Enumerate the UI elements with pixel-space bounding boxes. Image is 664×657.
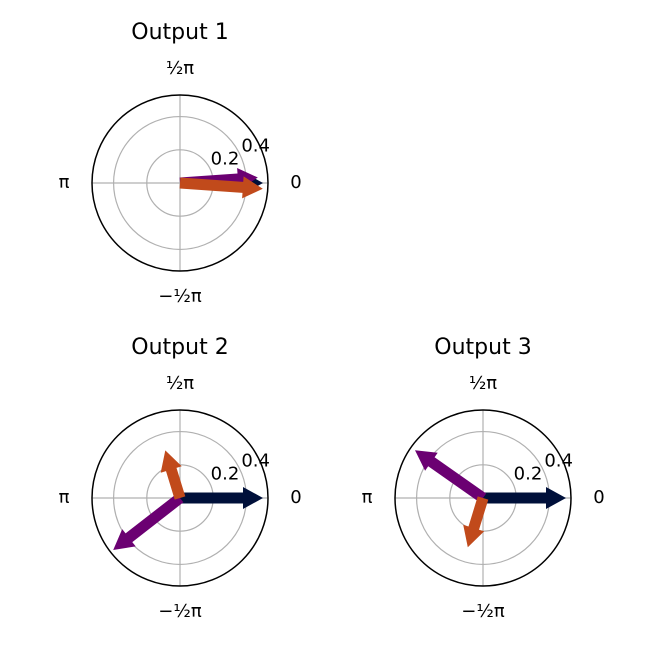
polar-plot: Output 1 0.20.4 0 ½π π −½π: [59, 20, 302, 307]
arrow: [483, 487, 566, 509]
theta-tick-label: −½π: [461, 601, 505, 622]
plot-title: Output 1: [131, 20, 228, 45]
arrow: [161, 450, 186, 499]
theta-tick-label: π: [59, 172, 70, 193]
arrow: [463, 496, 488, 547]
polar-plot: Output 3 0.20.4 0 ½π π −½π: [362, 335, 605, 622]
theta-tick-label: 0: [290, 487, 301, 508]
theta-tick-label: ½π: [469, 373, 497, 394]
theta-tick-label: −½π: [158, 286, 202, 307]
theta-tick-label: π: [59, 487, 70, 508]
r-tick-label: 0.4: [241, 451, 270, 472]
plot-title: Output 2: [131, 335, 228, 360]
r-tick-label: 0.2: [514, 463, 543, 484]
r-tick-label: 0.4: [241, 136, 270, 157]
r-tick-label: 0.2: [211, 148, 240, 169]
r-tick-label: 0.2: [211, 463, 240, 484]
theta-tick-label: ½π: [166, 58, 194, 79]
theta-tick-label: 0: [290, 172, 301, 193]
theta-tick-label: ½π: [166, 373, 194, 394]
theta-tick-label: −½π: [158, 601, 202, 622]
arrow: [180, 487, 263, 509]
plot-title: Output 3: [434, 335, 531, 360]
r-tick-label: 0.4: [544, 451, 573, 472]
arrow: [415, 450, 486, 502]
theta-tick-label: π: [362, 487, 373, 508]
theta-tick-label: 0: [593, 487, 604, 508]
arrow: [113, 494, 183, 550]
polar-plot: Output 2 0.20.4 0 ½π π −½π: [59, 335, 302, 622]
